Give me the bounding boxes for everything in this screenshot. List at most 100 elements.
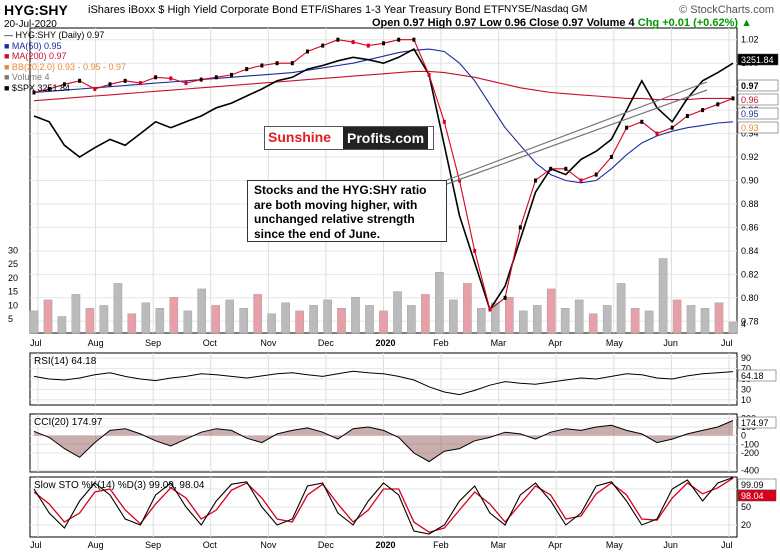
series-line-ma200	[33, 70, 733, 102]
x-tick-label: Jun	[663, 338, 678, 348]
volume-bar	[672, 299, 682, 334]
rsi-tag-box	[737, 369, 777, 382]
price-candle	[78, 78, 82, 83]
volume-bar	[351, 297, 360, 334]
volume-tick-label: 25	[8, 259, 18, 269]
legend-item: ■ MA(50) 0.95	[4, 40, 62, 51]
chart-description: iShares iBoxx $ High Yield Corporate Bon…	[88, 4, 505, 16]
volume-bar	[449, 299, 458, 334]
volume-bar	[644, 310, 654, 334]
volume-bar	[505, 297, 514, 334]
price-candle	[245, 67, 249, 72]
x-tick-label: Dec	[318, 338, 335, 348]
price-candle	[214, 75, 218, 80]
volume-bar	[169, 297, 179, 334]
volume-bar	[225, 299, 235, 334]
volume-bar	[281, 302, 290, 334]
cci-tag-label: 174.97	[741, 418, 769, 428]
price-candle	[154, 75, 158, 80]
stockcharts-watermark: © StockCharts.com	[679, 4, 774, 16]
x-tick-label: 2020	[376, 540, 396, 550]
x-tick-label: Apr	[548, 540, 562, 550]
volume-bar	[630, 308, 640, 334]
price-candle	[47, 87, 51, 91]
price-tag-box	[737, 79, 779, 92]
volume-tick-label: 5	[8, 314, 13, 324]
price-candle	[534, 178, 537, 183]
price-candle	[427, 72, 431, 77]
y-tick-label: 0.86	[741, 222, 759, 232]
x-tick-label: Feb	[433, 338, 449, 348]
y-tick-label: 50	[741, 502, 751, 512]
x-tick-label: Oct	[203, 338, 218, 348]
ohlc-values: Open 0.97 High 0.97 Low 0.96 Close 0.97 …	[372, 17, 635, 29]
sto-d-tag: 98.04	[741, 491, 764, 501]
volume-bar	[477, 308, 486, 334]
price-tag-label: 0.95	[741, 109, 759, 119]
price-candle	[518, 225, 522, 230]
volume-bar	[57, 316, 67, 334]
volume-bar	[546, 288, 556, 334]
volume-bar	[43, 299, 53, 334]
ohlc-readout: Open 0.97 High 0.97 Low 0.96 Close 0.97 …	[372, 17, 752, 29]
series-line-spx	[33, 48, 734, 312]
volume-bar	[574, 299, 584, 334]
legend-item: ■ MA(200) 0.97	[4, 51, 67, 61]
price-candle	[321, 43, 325, 48]
y-tick-label: 70	[741, 364, 751, 374]
price-candle	[685, 114, 689, 118]
sto-k-line	[33, 476, 734, 535]
x-tick-label: Aug	[88, 338, 104, 348]
volume-tick-label: 10	[8, 300, 18, 310]
price-candle	[336, 37, 340, 42]
y-tick-label: 90	[741, 353, 751, 363]
x-tick-label: May	[606, 540, 624, 550]
price-candle	[412, 37, 416, 42]
price-candle	[397, 37, 401, 42]
price-candle	[579, 178, 583, 183]
volume-bar	[616, 283, 626, 334]
change-value: Chg +0.01 (+0.62%) ▲	[637, 17, 752, 29]
y-tick-label: -200	[741, 448, 759, 458]
price-candle	[275, 61, 279, 66]
annotation-pointer	[446, 89, 708, 185]
x-tick-label: Sep	[145, 338, 161, 348]
price-candle	[306, 49, 309, 54]
price-tag-label: 0.96	[741, 95, 759, 105]
y-tick-label: -100	[741, 439, 759, 449]
price-candle	[701, 108, 705, 113]
indicator-label: CCI(20) 174.97	[34, 417, 103, 428]
price-candle	[716, 102, 720, 107]
brand-part1: Sunshine	[268, 129, 332, 145]
indicator-label: Slow STO %K(14) %D(3) 99.09, 98.04	[34, 480, 205, 491]
sto-tag-box	[737, 489, 777, 502]
price-candle	[442, 119, 446, 124]
price-candle	[655, 131, 659, 136]
volume-tick-label: 30	[8, 245, 18, 255]
y-tick-label: 0.82	[741, 269, 759, 279]
volume-bar	[393, 291, 402, 334]
volume-bar	[71, 294, 81, 334]
price-candle	[382, 41, 385, 46]
x-tick-label: Oct	[203, 540, 218, 550]
sto-k-tag: 99.09	[741, 480, 764, 490]
volume-bar	[519, 310, 528, 334]
legend-item: ■ BB(20,2.0) 0.93 - 0.95 - 0.97	[4, 61, 127, 72]
volume-bar	[379, 310, 388, 334]
volume-bar	[323, 299, 332, 334]
y-tick-label: 0.84	[741, 246, 759, 256]
indicator-label: RSI(14) 64.18	[34, 356, 97, 367]
price-candle	[458, 178, 461, 183]
price-candle	[260, 63, 264, 68]
price-tag-label: 3251.84	[741, 55, 774, 65]
cci-line	[33, 420, 734, 463]
volume-bar	[295, 310, 304, 334]
y-tick-label: 0.94	[741, 129, 759, 139]
x-tick-label: Feb	[433, 540, 449, 550]
volume-bar	[463, 283, 472, 334]
volume-bar	[141, 302, 151, 334]
chart-exchange: NYSE/Nasdaq GM	[504, 4, 588, 15]
price-candle	[108, 82, 112, 87]
volume-bar	[127, 313, 137, 334]
